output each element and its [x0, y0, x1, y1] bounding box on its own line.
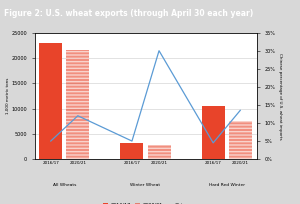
Bar [148, 145, 170, 159]
Text: Hard Red Winter: Hard Red Winter [209, 183, 245, 187]
Legend: 2016/17, 2020/21, China: 2016/17, 2020/21, China [100, 201, 190, 204]
Text: Winter Wheat: Winter Wheat [130, 183, 160, 187]
Bar [229, 121, 252, 159]
Bar [121, 143, 143, 159]
Text: Figure 2: U.S. wheat exports (through April 30 each year): Figure 2: U.S. wheat exports (through Ap… [4, 9, 254, 18]
Bar [39, 43, 62, 159]
Bar [66, 50, 89, 159]
Y-axis label: 1,000 metric tons: 1,000 metric tons [6, 78, 10, 114]
Y-axis label: Chinese percentage of U.S. wheat imports: Chinese percentage of U.S. wheat imports [278, 53, 282, 139]
Text: All Wheats: All Wheats [52, 183, 76, 187]
Bar [202, 106, 225, 159]
